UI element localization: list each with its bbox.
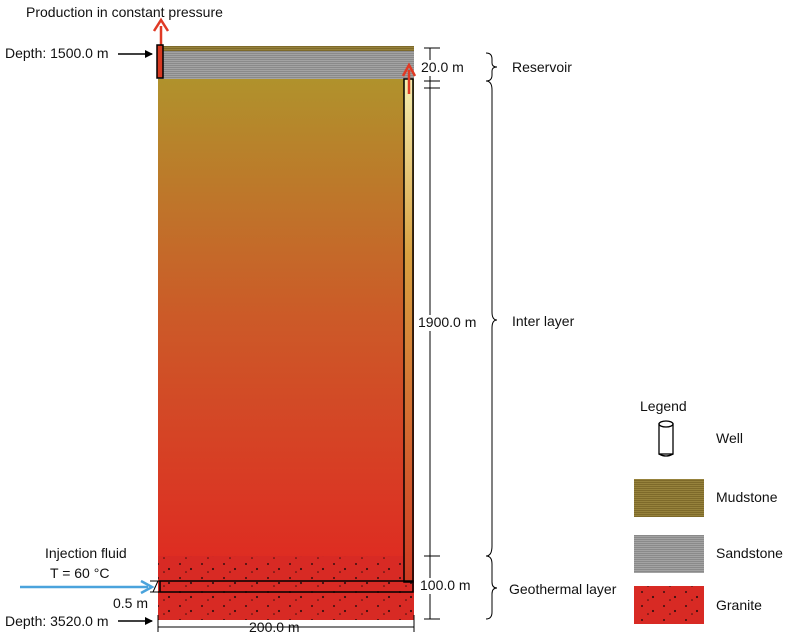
legend-well-label: Well	[716, 430, 743, 446]
inter-thickness-label: 1900.0 m	[418, 314, 476, 330]
geothermal-thickness-label: 100.0 m	[420, 577, 471, 593]
injection-arrow-icon	[20, 579, 155, 595]
injection-temp-label: T = 60 °C	[50, 565, 109, 581]
legend-title: Legend	[640, 398, 687, 414]
mudstone-cap-layer	[158, 46, 414, 51]
reservoir-thickness-label: 20.0 m	[421, 59, 464, 75]
brace-inter	[485, 80, 498, 557]
reservoir-sandstone-layer	[158, 51, 414, 79]
radius-label: 0.5 m	[113, 595, 148, 611]
inter-layer-label: Inter layer	[512, 313, 575, 329]
vertical-dimension	[424, 47, 440, 620]
production-arrow-right-icon	[401, 62, 417, 94]
brace-geothermal	[485, 555, 498, 620]
legend-well-icon	[658, 420, 674, 457]
injection-label: Injection fluid	[45, 545, 127, 561]
production-well-top	[156, 44, 164, 79]
brace-reservoir	[485, 52, 498, 82]
depth-top-label: Depth: 1500.0 m	[5, 45, 109, 61]
horizontal-well	[159, 580, 414, 593]
geothermal-layer-label: Geothermal layer	[509, 581, 617, 597]
legend: Legend Well Mudstone Sandstone Granite	[634, 398, 783, 624]
radius-marker	[150, 580, 160, 593]
width-label: 200.0 m	[249, 619, 300, 635]
production-arrow-icon	[152, 17, 170, 46]
legend-granite-swatch	[634, 586, 704, 624]
geothermal-granite-layer	[158, 556, 414, 620]
legend-sandstone-label: Sandstone	[716, 545, 783, 561]
legend-mudstone-swatch	[634, 479, 704, 517]
width-dimension	[157, 615, 415, 632]
legend-sandstone-swatch	[634, 535, 704, 573]
reservoir-layer-label: Reservoir	[512, 59, 572, 75]
legend-granite-label: Granite	[716, 597, 762, 613]
depth-bottom-label: Depth: 3520.0 m	[5, 613, 109, 629]
vertical-well	[403, 78, 414, 583]
inter-layer	[158, 79, 414, 556]
production-label: Production in constant pressure	[26, 4, 223, 20]
legend-mudstone-label: Mudstone	[716, 489, 778, 505]
